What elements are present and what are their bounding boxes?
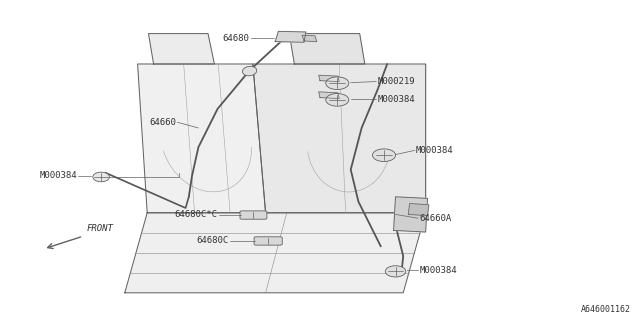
Ellipse shape — [326, 93, 349, 106]
Text: M000384: M000384 — [39, 172, 77, 180]
Ellipse shape — [243, 66, 257, 76]
Ellipse shape — [372, 149, 396, 162]
Polygon shape — [394, 197, 428, 232]
Polygon shape — [253, 64, 426, 213]
Text: 64660: 64660 — [149, 118, 176, 127]
Polygon shape — [408, 204, 429, 216]
Polygon shape — [319, 75, 339, 82]
Polygon shape — [319, 92, 339, 99]
Text: M000384: M000384 — [416, 146, 454, 155]
Polygon shape — [289, 34, 365, 64]
FancyBboxPatch shape — [240, 211, 267, 219]
Text: M000384: M000384 — [419, 266, 457, 275]
Text: 64680C: 64680C — [197, 236, 229, 245]
Polygon shape — [275, 31, 306, 42]
Ellipse shape — [93, 172, 109, 182]
Ellipse shape — [326, 77, 349, 90]
Text: 64680: 64680 — [223, 34, 250, 43]
Polygon shape — [125, 213, 426, 293]
Polygon shape — [138, 64, 266, 213]
FancyBboxPatch shape — [254, 237, 282, 245]
Text: M000384: M000384 — [378, 95, 415, 104]
Text: A646001162: A646001162 — [580, 305, 630, 314]
Text: FRONT: FRONT — [86, 224, 113, 233]
Text: M000219: M000219 — [378, 77, 415, 86]
Text: 64680C*C: 64680C*C — [175, 210, 218, 219]
Ellipse shape — [385, 266, 406, 277]
Polygon shape — [302, 35, 317, 42]
Text: 64660A: 64660A — [419, 214, 451, 223]
Polygon shape — [148, 34, 214, 64]
